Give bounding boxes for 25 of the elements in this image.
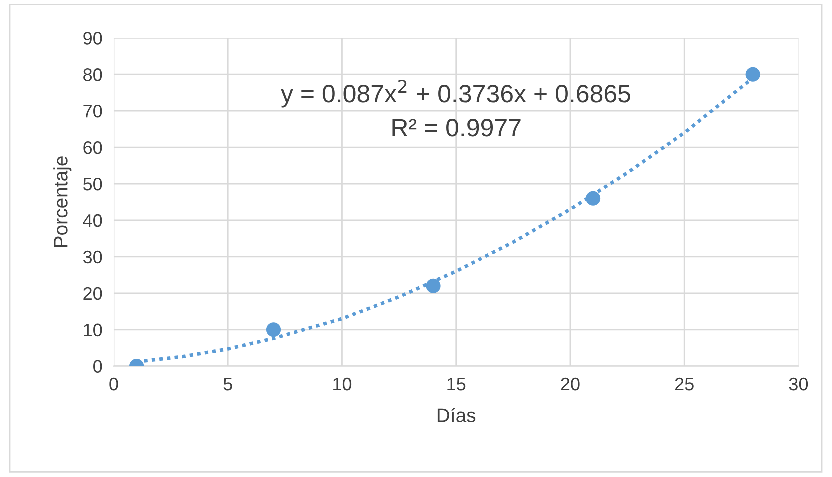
y-tick-label: 90 (84, 32, 102, 45)
y-tick-label: 50 (84, 178, 102, 191)
x-tick-label: 20 (561, 378, 580, 391)
x-tick-label: 10 (334, 378, 352, 391)
x-tick-label: 15 (448, 378, 466, 391)
y-tick-label: 70 (84, 105, 102, 118)
x-axis-title: Días (438, 408, 476, 422)
y-tick-label: 0 (94, 360, 102, 374)
point (746, 67, 760, 82)
annotation: y = 0.087x$^{2}$ + 0.3736x + 0.6865 (281, 80, 630, 108)
y-tick-label: 20 (84, 287, 102, 300)
x-tick-label: 30 (789, 378, 808, 391)
annotation: R² = 0.9977 (392, 119, 521, 137)
y-tick-label: 80 (84, 68, 102, 82)
y-axis-title: Porcentaje (54, 156, 72, 248)
point (266, 322, 282, 338)
y-tick-label: 40 (83, 214, 102, 228)
x-tick-label: 0 (110, 378, 118, 391)
x-tick-label: 5 (224, 378, 232, 391)
x-tick-label: 25 (675, 378, 694, 391)
y-tick-label: 10 (84, 324, 102, 337)
point (586, 191, 601, 206)
point (426, 278, 441, 294)
y-tick-label: 30 (83, 250, 102, 264)
y-tick-label: 60 (84, 141, 102, 154)
